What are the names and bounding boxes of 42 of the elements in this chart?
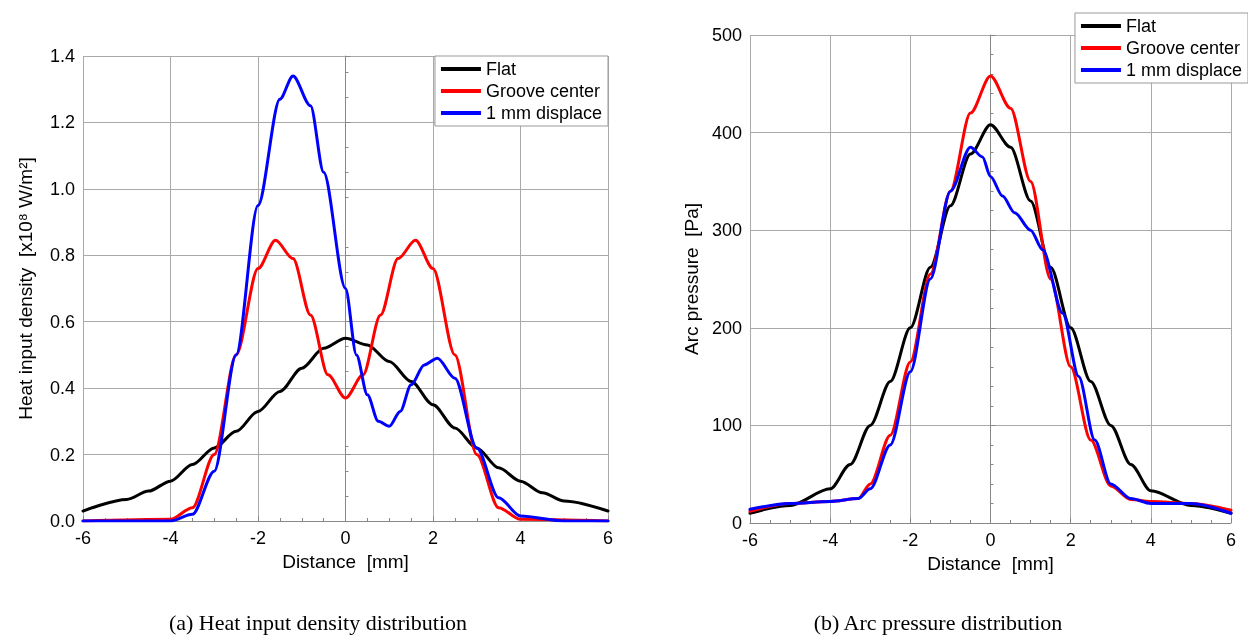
y-tick-label: 0.8 bbox=[49, 245, 75, 266]
legend-label: Flat bbox=[1125, 16, 1156, 36]
x-tick-label: 0 bbox=[340, 528, 351, 548]
text: (a) Heat input density distribution bbox=[168, 609, 468, 635]
y-tick-label: 500 bbox=[711, 25, 742, 45]
x-tick-label: -4 bbox=[822, 530, 839, 550]
line-series bbox=[81, 74, 610, 523]
x-tick-label: 4 bbox=[1145, 530, 1156, 550]
legend-label: 1 mm displace bbox=[485, 103, 602, 123]
x-tick-label: 2 bbox=[1065, 530, 1076, 550]
x-axis-title: Distance [mm] bbox=[927, 552, 1054, 574]
x-tick-label: 4 bbox=[515, 528, 526, 548]
x-tick-label: 6 bbox=[602, 528, 614, 548]
legend-label: Groove center bbox=[1125, 38, 1241, 58]
y-tick-label: 0.6 bbox=[49, 311, 75, 332]
x-tick-label: 0 bbox=[985, 530, 996, 550]
legend-label: Groove center bbox=[485, 81, 601, 101]
x-tick-label: -6 bbox=[74, 528, 92, 548]
x-tick-label: 6 bbox=[1225, 530, 1237, 550]
line-series bbox=[81, 336, 610, 513]
y-tick-label: 0.4 bbox=[49, 378, 75, 399]
y-tick-label: 1.2 bbox=[49, 112, 75, 133]
legend-label: 1 mm displace bbox=[1125, 60, 1242, 80]
x-tick-label: 2 bbox=[427, 528, 439, 548]
y-tick-label: 100 bbox=[711, 415, 742, 436]
y-tick-label: 400 bbox=[711, 122, 742, 143]
y-tick-label: 0.0 bbox=[49, 511, 75, 531]
legend-label: Flat bbox=[485, 59, 516, 79]
x-tick-label: -2 bbox=[249, 528, 267, 548]
x-tick-label: -4 bbox=[162, 528, 179, 548]
text: (b) Arc pressure distribution bbox=[813, 609, 1063, 635]
y-tick-label: 200 bbox=[711, 317, 742, 338]
y-axis-title: Heat input density [x10⁸ W/m²] bbox=[15, 157, 36, 420]
x-tick-label: -2 bbox=[902, 530, 919, 550]
y-tick-label: 0.2 bbox=[49, 444, 75, 465]
y-tick-label: 300 bbox=[711, 220, 742, 241]
y-axis-title: Arc pressure [Pa] bbox=[681, 202, 703, 356]
x-tick-label: -6 bbox=[741, 530, 759, 550]
y-tick-label: 1.0 bbox=[49, 178, 75, 199]
x-axis-title: Distance [mm] bbox=[282, 550, 409, 572]
y-tick-label: 1.4 bbox=[49, 46, 75, 66]
y-tick-label: 0 bbox=[731, 513, 742, 533]
